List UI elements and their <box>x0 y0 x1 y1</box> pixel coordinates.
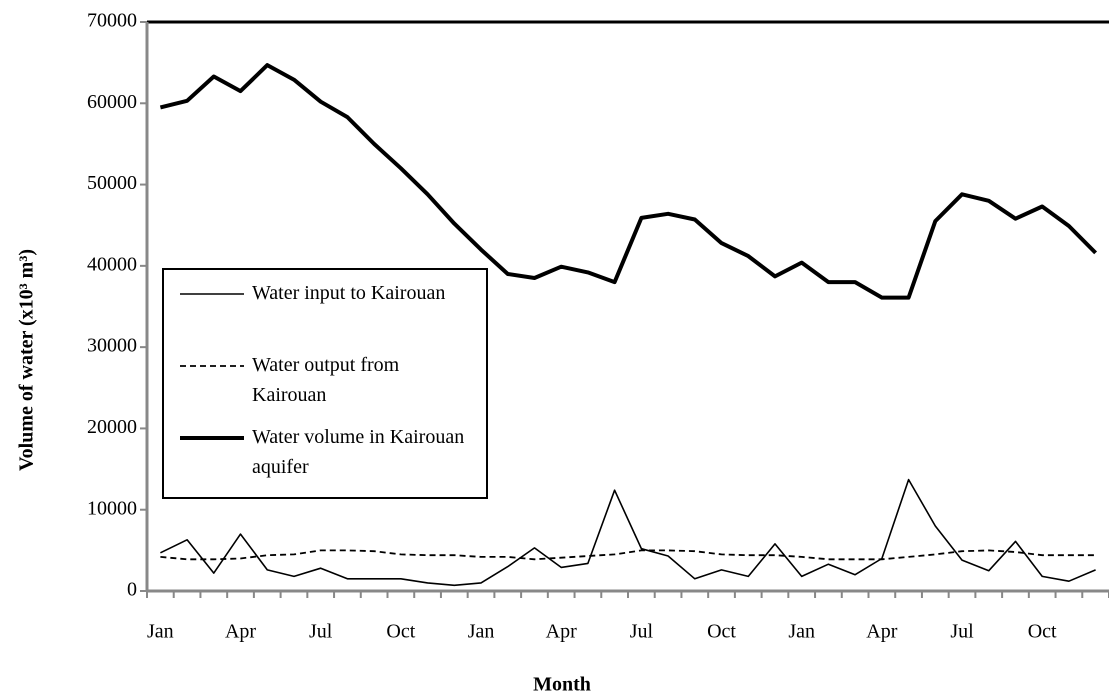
y-tick-label: 0 <box>127 579 137 601</box>
legend-label: Water output from Kairouan <box>252 354 400 406</box>
y-tick-label: 30000 <box>87 335 137 357</box>
legend: Water input to Kairouan Water output from… <box>162 268 488 499</box>
legend-item: Water volume in Kairouan aquifer <box>164 422 486 494</box>
x-tick-label: Apr <box>546 621 577 643</box>
x-tick-label: Apr <box>225 621 256 643</box>
legend-item: Water input to Kairouan <box>164 278 486 350</box>
y-tick-label: 10000 <box>87 497 137 519</box>
x-tick-label: Jan <box>147 621 174 643</box>
y-tick-label: 40000 <box>87 253 137 275</box>
series-line <box>160 478 1096 587</box>
series-line <box>159 63 1098 300</box>
series-line <box>160 549 1096 561</box>
x-axis-label: Month <box>533 674 591 696</box>
y-axis-label: Volume of water (x10³ m³) <box>16 249 38 471</box>
x-tick-label: Jul <box>950 621 974 643</box>
y-tick-label: 20000 <box>87 416 137 438</box>
x-tick-label: Oct <box>386 621 415 643</box>
x-tick-label: Jan <box>788 621 815 643</box>
y-tick-label: 50000 <box>87 172 137 194</box>
x-tick-label: Oct <box>1028 621 1057 643</box>
legend-label: Water input to Kairouan <box>252 282 446 304</box>
x-tick-label: Jan <box>468 621 495 643</box>
y-tick-label: 70000 <box>87 10 137 32</box>
legend-item: Water output from Kairouan <box>164 350 486 422</box>
legend-swatch <box>180 365 244 367</box>
legend-swatch <box>180 436 244 440</box>
legend-label: Water volume in Kairouan aquifer <box>252 426 465 478</box>
y-tick-label: 60000 <box>87 91 137 113</box>
legend-swatch <box>180 293 244 295</box>
x-tick-label: Oct <box>707 621 736 643</box>
x-tick-label: Jul <box>630 621 654 643</box>
x-tick-label: Jul <box>309 621 333 643</box>
x-tick-label: Apr <box>866 621 897 643</box>
